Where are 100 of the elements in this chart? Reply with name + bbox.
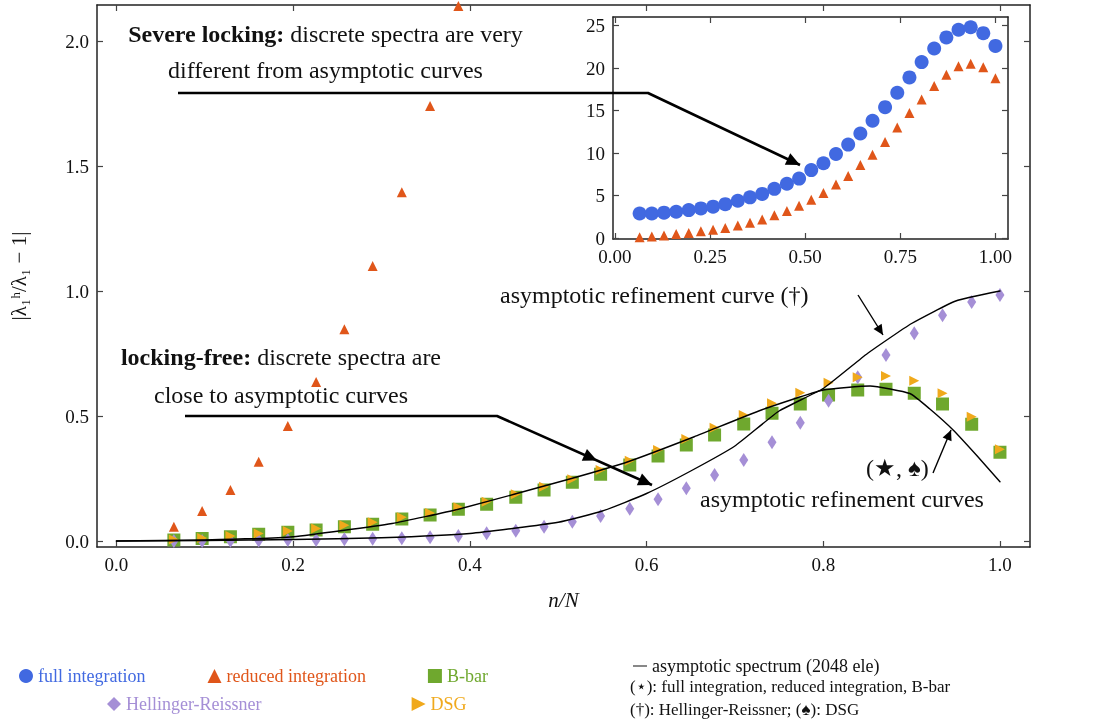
point (669, 204, 684, 219)
point (881, 348, 891, 362)
point (855, 160, 866, 170)
point (792, 171, 807, 186)
x-tick-label: 0.4 (457, 554, 483, 575)
legend-label: DSG (430, 694, 467, 714)
point (708, 224, 719, 235)
x-tick-label: 0.25 (693, 246, 727, 267)
point (739, 453, 749, 467)
point (769, 210, 780, 221)
point (710, 468, 720, 482)
point (708, 428, 722, 442)
point (767, 181, 782, 196)
point (829, 146, 843, 161)
point (743, 190, 757, 205)
point (681, 203, 696, 218)
y-tick-label: 1.5 (65, 155, 89, 177)
point (953, 61, 964, 72)
point (795, 387, 806, 398)
x-tick-label: 0.8 (811, 554, 836, 575)
point (880, 137, 891, 148)
x-tick-label: 0.0 (104, 554, 129, 575)
point (963, 20, 978, 35)
point (929, 80, 940, 91)
point (396, 187, 407, 198)
point (596, 509, 606, 523)
y-tick-label: 0 (595, 227, 605, 249)
point (683, 228, 694, 239)
x-tick-label: 1.00 (978, 246, 1013, 267)
point (867, 149, 878, 160)
legend-label: full integration (38, 666, 146, 686)
point (967, 295, 977, 309)
point (978, 62, 989, 73)
point (902, 70, 917, 85)
x-tick-label: 0.75 (883, 246, 917, 267)
point (892, 122, 903, 133)
point (816, 156, 831, 171)
point (646, 231, 657, 242)
y-tick-label: 25 (586, 15, 605, 37)
point (965, 417, 979, 431)
point (804, 163, 819, 178)
y-tick-label: 0.5 (65, 405, 89, 427)
point (936, 397, 950, 411)
point (706, 199, 721, 214)
point (634, 232, 645, 243)
legend-label: B-bar (446, 666, 488, 686)
point (941, 69, 952, 80)
point (880, 371, 891, 381)
point (781, 205, 792, 216)
point (927, 41, 942, 56)
y-tick-label: 15 (586, 100, 605, 122)
point (339, 324, 350, 335)
point (890, 85, 905, 100)
annotation: locking-free: discrete spectra are close to asymptotic curves (119, 343, 443, 410)
point (951, 22, 966, 37)
y-tick-label: 5 (595, 185, 605, 207)
point (718, 197, 733, 212)
point (253, 456, 264, 467)
point (732, 220, 743, 231)
point (311, 377, 322, 387)
point (818, 188, 829, 199)
point (904, 108, 915, 119)
point (966, 411, 977, 422)
point (995, 288, 1005, 302)
legend-label: Hellinger-Reissner (126, 694, 262, 714)
point (916, 94, 927, 105)
y-tick-label: 2.0 (65, 30, 89, 52)
y-tick-label: 1.0 (65, 280, 89, 302)
y-tick-label: 0.0 (65, 530, 89, 552)
y-tick-label: 20 (586, 57, 605, 79)
legend-label: reduced integration (226, 666, 366, 686)
legend-label: asymptotic spectrum (2048 ele) (652, 656, 880, 677)
point (806, 194, 817, 205)
point (671, 228, 682, 239)
point (657, 205, 671, 220)
text: (⋆): full integration, reduced integration, B-bar (630, 676, 951, 698)
point (976, 26, 991, 41)
point (757, 214, 768, 225)
point (693, 201, 708, 216)
point (425, 101, 436, 111)
point (990, 73, 1001, 84)
point (225, 485, 236, 495)
y-tick-label: 10 (586, 142, 605, 164)
x-axis-title: n/N (548, 587, 580, 612)
point (367, 261, 378, 271)
point (453, 1, 464, 11)
point (632, 206, 647, 221)
annotation: asymptotic refinement curve (†) (500, 281, 809, 310)
point (658, 230, 669, 241)
x-tick-label: 0.6 (634, 554, 659, 575)
point (755, 186, 770, 201)
x-tick-label: 0.00 (598, 246, 632, 267)
point (794, 200, 805, 211)
point (168, 521, 179, 532)
point (841, 137, 856, 152)
text: (†): Hellinger-Reissner; (♠): DSG (630, 699, 860, 721)
point (779, 176, 794, 191)
point (994, 444, 1005, 455)
y-axis-title: |λ₁ʰ/λ₁ − 1| (6, 231, 31, 321)
annotation: (★, ♠) (866, 454, 929, 483)
